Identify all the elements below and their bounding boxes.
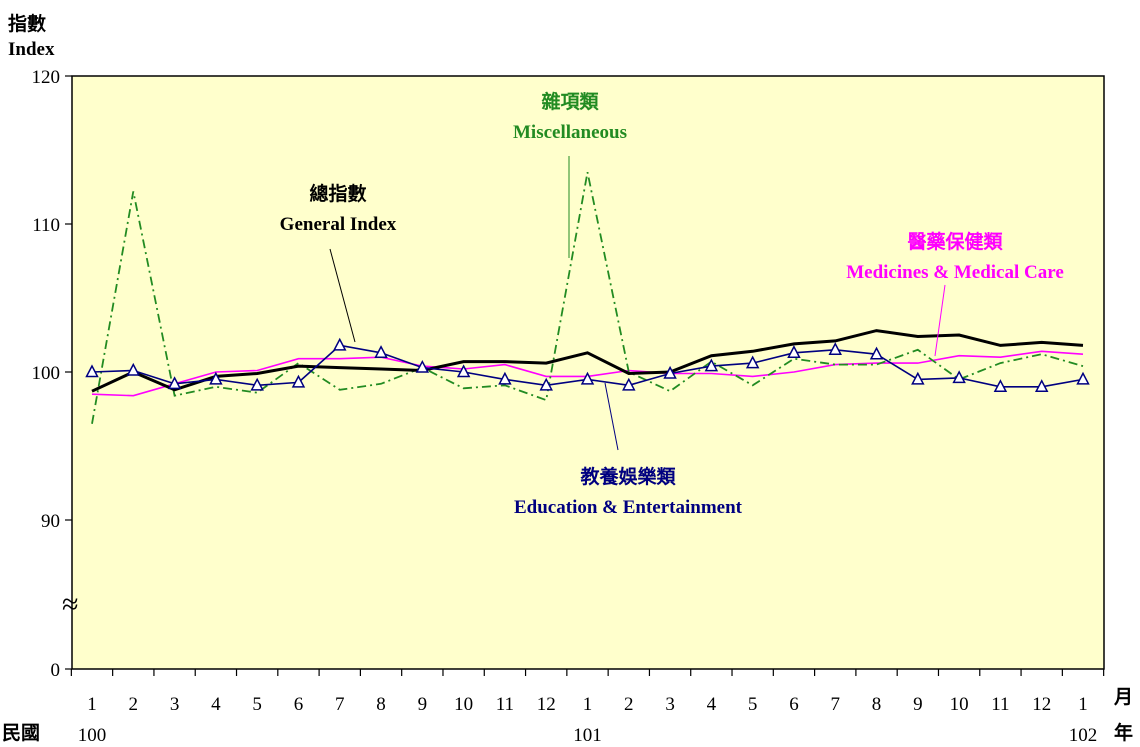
data-point (663, 365, 677, 379)
x-tick-label: 12 (1032, 694, 1051, 715)
misc-label-zh: 雜項類 (541, 90, 599, 113)
x-tick-label: 3 (665, 694, 675, 715)
x-tick-label: 12 (537, 694, 556, 715)
data-point (704, 358, 719, 372)
data-point (167, 376, 182, 390)
data-point (1076, 371, 1090, 385)
axis-break-symbol: ≈ (62, 588, 78, 621)
x-tick-label: 1 (583, 694, 593, 715)
x-tick-label: 11 (991, 694, 1009, 715)
x-tick-label: 5 (748, 694, 758, 715)
data-point (539, 377, 553, 391)
y-tick-label: 0 (51, 660, 61, 681)
x-tick-label: 2 (129, 694, 139, 715)
x-tick-label: 1 (1078, 694, 1088, 715)
data-point (415, 359, 430, 373)
x-tick-label: 2 (624, 694, 634, 715)
data-point (1034, 379, 1049, 393)
x-tick-label: 7 (831, 694, 841, 715)
series-line (91, 329, 1084, 393)
y-tick-label: 90 (41, 511, 60, 532)
x-tick-label: 7 (335, 694, 345, 715)
y-tick-label: 120 (32, 67, 61, 88)
data-point (85, 364, 99, 378)
data-point (745, 355, 760, 369)
x-unit-month: 月 (1113, 687, 1133, 708)
x-unit-year: 年 (1114, 721, 1133, 744)
x-tick-label: 9 (913, 694, 923, 715)
education-label-en: Education & Entertainment (514, 497, 743, 518)
education-leader-line (604, 382, 619, 451)
data-point (828, 342, 842, 356)
y-axis-label-zh: 指數 (8, 13, 46, 35)
data-point (911, 371, 925, 385)
series-layer (85, 172, 1090, 424)
x-tick-label: 11 (496, 694, 514, 715)
plot-area (71, 75, 1105, 670)
data-point (250, 377, 264, 391)
education-label-zh: 教養娛樂類 (580, 465, 676, 488)
data-point (869, 346, 884, 360)
y-axis-label-en: Index (8, 39, 55, 60)
data-point (126, 362, 141, 376)
general-label-en: General Index (280, 214, 397, 235)
data-point (291, 374, 306, 388)
data-point (498, 371, 512, 385)
x-tick-label: 1 (87, 694, 97, 715)
x-tick-label: 4 (211, 694, 221, 715)
data-point (952, 370, 966, 384)
y-tick-label: 100 (32, 363, 61, 384)
x-tick-label: 8 (376, 694, 386, 715)
medicine-label-en: Medicines & Medical Care (846, 262, 1064, 283)
x-tick-label: 6 (789, 694, 799, 715)
data-point (374, 345, 388, 359)
medicine-label-zh: 醫藥保健類 (907, 230, 1003, 253)
data-point (993, 379, 1008, 393)
y-tick-label: 110 (32, 215, 60, 236)
x-tick-label: 6 (294, 694, 304, 715)
x-tick-label: 10 (950, 694, 969, 715)
x-prefix-label: 民國 (2, 722, 40, 744)
data-point (456, 364, 471, 378)
data-point (787, 345, 801, 359)
x-tick-label: 9 (418, 694, 428, 715)
data-point (622, 377, 636, 391)
x-year-label: 101 (573, 725, 602, 746)
x-tick-label: 10 (454, 694, 473, 715)
data-point (209, 371, 223, 385)
x-year-label: 100 (78, 725, 107, 746)
x-tick-label: 4 (707, 694, 717, 715)
x-year-label: 102 (1069, 725, 1098, 746)
x-tick-label: 3 (170, 694, 180, 715)
x-tick-label: 5 (252, 694, 262, 715)
data-point (580, 371, 595, 385)
misc-label-en: Miscellaneous (513, 122, 627, 143)
general-leader-line (329, 248, 356, 343)
data-point (333, 337, 347, 351)
y-axis: 120 110 100 90 0 (32, 67, 72, 681)
x-tick-label: 8 (872, 694, 882, 715)
series-line (91, 172, 1084, 424)
medicine-leader-line (934, 284, 946, 357)
general-label-zh: 總指數 (309, 182, 366, 205)
